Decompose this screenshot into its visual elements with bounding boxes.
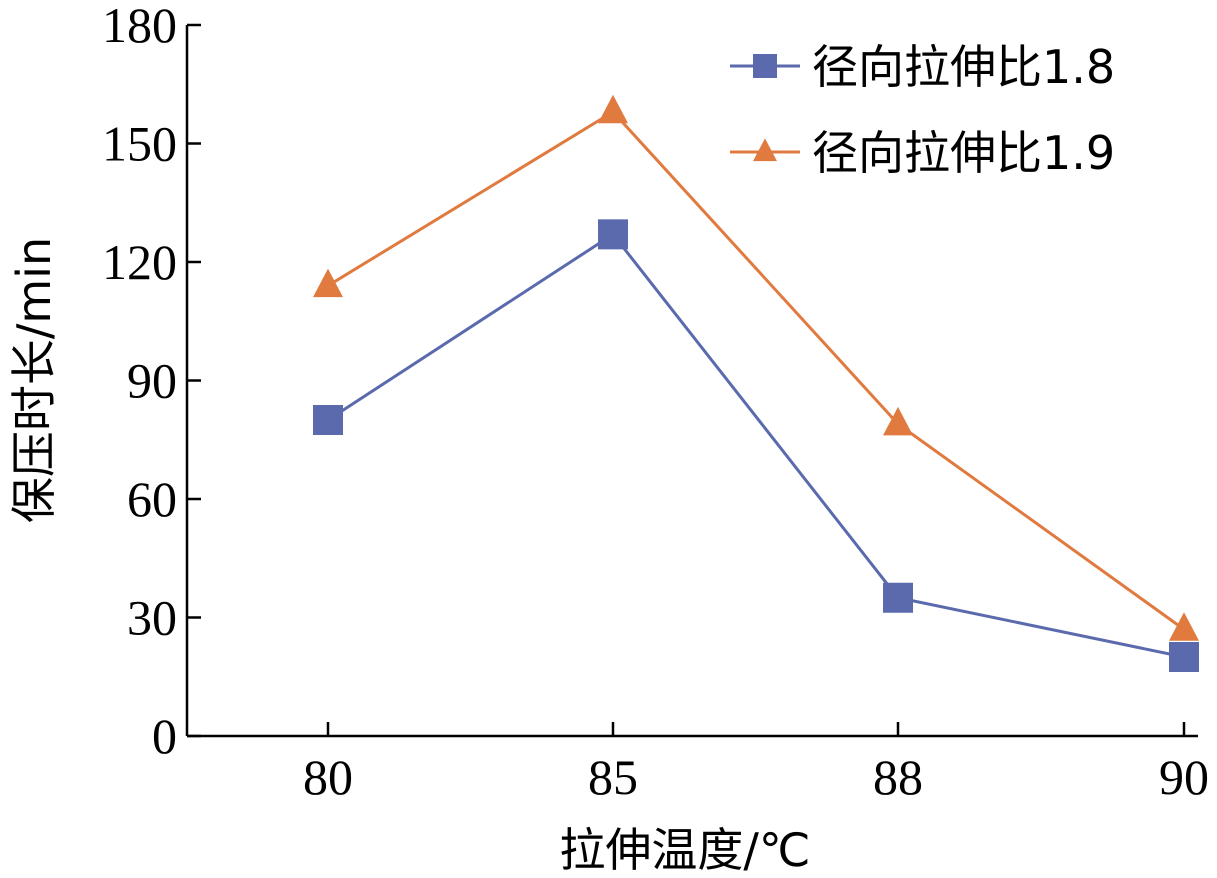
y-axis-title: 保压时长/min	[7, 237, 61, 523]
series-layer	[313, 94, 1199, 672]
y-axis-ticks: 0 30 60 90 120 150 180	[102, 0, 201, 764]
series-2-point	[1169, 612, 1199, 641]
legend-triangle-marker	[753, 138, 777, 162]
series-1-point	[598, 219, 628, 250]
y-tick-label: 90	[127, 353, 177, 409]
series-1-point	[1169, 642, 1199, 672]
series-1-line	[327, 232, 1185, 659]
x-tick-label: 90	[1159, 749, 1209, 805]
x-axis-ticks: 80 85 88 90	[303, 722, 1209, 805]
y-tick-label: 60	[127, 471, 177, 527]
x-axis-title: 拉伸温度/℃	[559, 823, 810, 877]
legend-label: 径向拉伸比1.9	[812, 126, 1115, 180]
y-tick-label: 0	[152, 708, 177, 764]
legend-square-marker	[753, 54, 777, 78]
series-2-point	[313, 268, 343, 298]
legend-entry: 径向拉伸比1.9	[730, 126, 1115, 180]
series-1	[313, 219, 1199, 672]
x-tick-label: 88	[873, 749, 923, 805]
legend-label: 径向拉伸比1.8	[812, 40, 1115, 94]
x-tick-label: 80	[303, 749, 353, 805]
x-tick-label: 85	[588, 749, 638, 805]
legend-entry: 径向拉伸比1.8	[730, 40, 1115, 94]
series-1-point	[313, 405, 343, 435]
y-tick-label: 30	[127, 590, 177, 646]
y-tick-label: 120	[102, 234, 177, 290]
series-2-point	[598, 94, 628, 124]
series-2-line	[327, 109, 1185, 631]
series-2	[313, 94, 1199, 641]
y-tick-label: 150	[102, 116, 177, 172]
y-tick-label: 180	[102, 0, 177, 53]
series-1-point	[883, 582, 913, 613]
legend: 径向拉伸比1.8 径向拉伸比1.9	[730, 40, 1115, 180]
series-2-point	[883, 406, 913, 436]
